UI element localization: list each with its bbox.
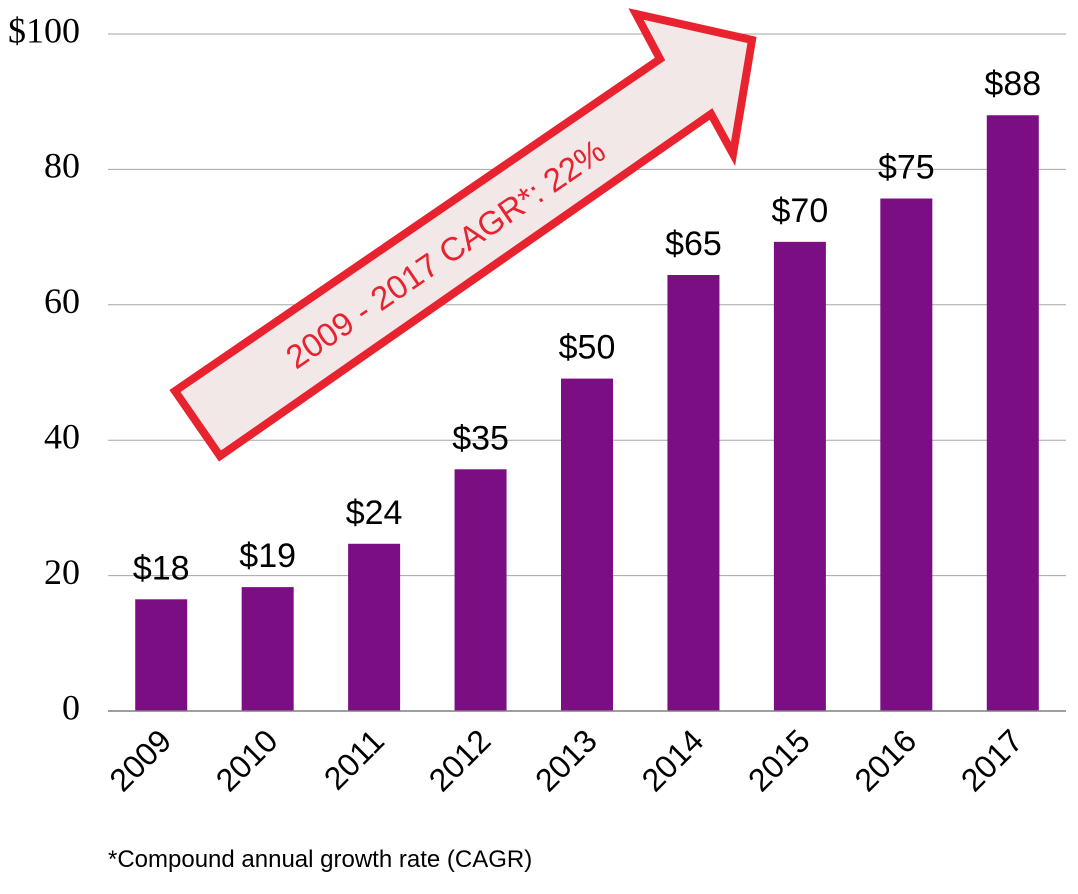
- data-label: $88: [984, 65, 1041, 103]
- bar: [348, 543, 401, 711]
- y-tick-label: 0: [62, 687, 80, 727]
- data-label: $24: [346, 494, 403, 532]
- data-label: $35: [452, 419, 509, 457]
- footnote: *Compound annual growth rate (CAGR): [108, 846, 533, 873]
- y-axis-ticks: 0 20 40 60 80 $100: [8, 10, 80, 727]
- data-label: $18: [133, 549, 190, 587]
- y-tick-label: 80: [44, 146, 80, 186]
- bars: [135, 115, 1039, 712]
- bar: [454, 469, 507, 711]
- y-tick-label: 60: [44, 281, 80, 321]
- data-label: $75: [878, 149, 935, 187]
- cagr-arrow-shape: [169, 8, 757, 462]
- y-tick-label: 40: [44, 416, 80, 456]
- bar: [986, 115, 1039, 712]
- bar: [667, 275, 720, 711]
- x-tick-label: 2010: [209, 722, 285, 798]
- bar: [561, 378, 613, 711]
- bar: [241, 587, 294, 711]
- data-labels: $18 $19 $24 $35 $50 $65 $70 $75 $88: [133, 65, 1041, 587]
- data-label: $50: [559, 329, 616, 367]
- bar: [135, 599, 188, 711]
- x-tick-label: 2012: [422, 722, 498, 798]
- data-label: $65: [665, 225, 722, 263]
- x-axis-ticks: 2009 2010 2011 2012 2013 2014 2015 2016 2017: [102, 722, 1029, 798]
- bar: [773, 241, 826, 712]
- y-tick-label: $100: [8, 10, 80, 50]
- x-tick-label: 2009: [102, 722, 178, 798]
- x-tick-label: 2013: [528, 722, 604, 798]
- x-tick-label: 2017: [954, 722, 1030, 798]
- data-label: $70: [772, 192, 829, 230]
- bar: [880, 198, 933, 712]
- x-tick-label: 2015: [741, 722, 817, 798]
- x-tick-label: 2016: [847, 722, 923, 798]
- y-tick-label: 20: [44, 552, 80, 592]
- x-tick-label: 2011: [317, 722, 391, 796]
- data-label: $19: [239, 537, 296, 575]
- x-tick-label: 2014: [635, 722, 711, 798]
